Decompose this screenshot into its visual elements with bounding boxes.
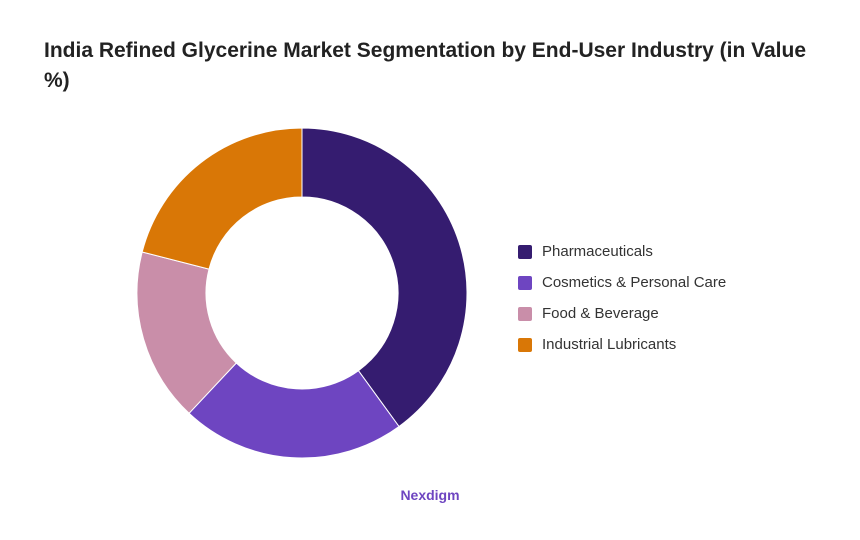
chart-title: India Refined Glycerine Market Segmentat… [44,39,807,92]
legend-item-pharmaceuticals: Pharmaceuticals [518,236,726,267]
donut-slices [136,127,468,459]
legend-label: Pharmaceuticals [542,243,653,260]
legend-swatch [518,275,532,290]
brand-label: Nexdigm [400,487,460,503]
legend-label: Food & Beverage [542,305,659,322]
legend-swatch [518,244,532,259]
legend-label: Cosmetics & Personal Care [542,274,727,291]
chart-legend: Pharmaceuticals Cosmetics & Personal Care… [518,236,726,360]
legend-label: Industrial Lubricants [542,336,677,353]
legend-item-food-and-beverage: Food & Beverage [518,298,726,329]
slice-pharmaceuticals [301,127,468,428]
slice-industrial-lubricants [141,127,303,270]
slice-cosmetics-and-personal-care [188,362,400,459]
legend-item-cosmetics-and-personal-care: Cosmetics & Personal Care [518,267,726,298]
legend-swatch [518,306,532,321]
legend-swatch [518,337,532,352]
legend-item-industrial-lubricants: Industrial Lubricants [518,329,726,360]
